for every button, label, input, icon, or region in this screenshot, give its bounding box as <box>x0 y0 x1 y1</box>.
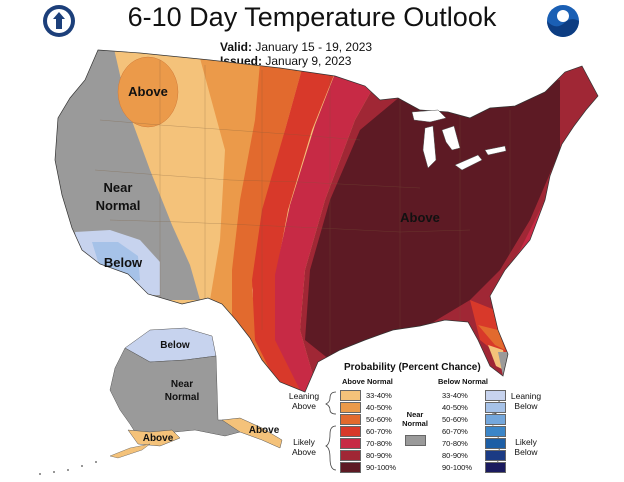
legend-below-swatch <box>485 390 506 401</box>
legend-above-row: 90-100% <box>340 462 404 473</box>
legend-above-swatch <box>340 402 361 413</box>
valid-dates: Valid: January 15 - 19, 2023 <box>220 40 372 54</box>
legend-above-row: 40-50% <box>340 402 404 413</box>
state-boundaries <box>94 60 511 360</box>
legend-near-line1: Near <box>406 410 424 419</box>
legend-above-label: 60-70% <box>366 427 392 436</box>
label-above-east: Above <box>400 210 440 225</box>
legend-title: Probability (Percent Chance) <box>344 362 481 373</box>
legend-above-header: Above Normal <box>342 377 393 386</box>
likely-above-2: Above <box>291 447 317 457</box>
legend-above-swatch <box>340 426 361 437</box>
legend-leaning-below: Leaning Below <box>504 391 548 411</box>
legend-above-row: 60-70% <box>340 426 404 437</box>
legend-below-swatch <box>485 462 506 473</box>
legend-above-swatch <box>340 438 361 449</box>
legend-below-row: 90-100% <box>442 462 506 473</box>
legend-above-label: 40-50% <box>366 403 392 412</box>
label-ak-near-1: Near <box>171 379 193 390</box>
likely-above-1: Likely <box>293 437 315 447</box>
legend-above-label: 90-100% <box>366 463 397 472</box>
legend-below-swatch <box>485 402 506 413</box>
map-title: 6-10 Day Temperature Outlook <box>127 2 497 32</box>
legend-below-label: 70-80% <box>442 439 468 448</box>
legend-above-label: 80-90% <box>366 451 392 460</box>
legend-below-row: 80-90% <box>442 450 506 461</box>
legend-below-label: 90-100% <box>442 463 473 472</box>
legend-below-swatch <box>485 438 506 449</box>
legend-above-swatch <box>340 414 361 425</box>
legend-below-label: 60-70% <box>442 427 468 436</box>
leaning-below-1: Leaning <box>510 391 542 401</box>
legend-below-label: 50-60% <box>442 415 468 424</box>
legend-below-label: 40-50% <box>442 403 468 412</box>
great-lakes <box>411 109 507 171</box>
legend-above-swatch <box>340 390 361 401</box>
label-near-normal-1: Near <box>104 180 133 195</box>
legend-above-row: 70-80% <box>340 438 404 449</box>
likely-below-1: Likely <box>515 437 537 447</box>
legend-leaning-above: Leaning Above <box>284 391 324 411</box>
label-above-nw: Above <box>128 84 168 99</box>
legend-above-swatch <box>340 462 361 473</box>
valid-label: Valid: <box>220 40 253 54</box>
legend-above-label: 70-80% <box>366 439 392 448</box>
legend-below-label: 80-90% <box>442 451 468 460</box>
noaa-logo-icon <box>547 5 579 37</box>
legend-below-row: 70-80% <box>442 438 506 449</box>
legend-below-header: Below Normal <box>438 377 489 386</box>
valid-value: January 15 - 19, 2023 <box>255 40 373 54</box>
conus-regions <box>55 50 598 392</box>
leaning-above-1: Leaning <box>288 391 320 401</box>
legend-above-row: 50-60% <box>340 414 404 425</box>
label-near-normal-2: Normal <box>96 198 141 213</box>
label-ak-near-2: Normal <box>165 392 200 403</box>
legend-above-label: 50-60% <box>366 415 392 424</box>
leaning-above-2: Above <box>291 401 317 411</box>
legend-below-swatch <box>485 450 506 461</box>
commerce-seal-icon <box>43 5 75 37</box>
leaning-below-2: Below <box>514 401 538 411</box>
legend-below-label: 33-40% <box>442 391 468 400</box>
conus-outline <box>54 49 599 393</box>
legend-likely-above: Likely Above <box>284 437 324 457</box>
legend-above-row: 80-90% <box>340 450 404 461</box>
label-below-sw: Below <box>104 255 143 270</box>
legend-likely-below: Likely Below <box>504 437 548 457</box>
legend-above-row: 33-40% <box>340 390 404 401</box>
legend-near-normal-swatch <box>405 435 426 446</box>
legend-below-swatch <box>485 426 506 437</box>
alaska-regions <box>39 327 283 475</box>
label-ak-below: Below <box>160 340 190 351</box>
legend-near-normal: Near Normal <box>400 410 430 428</box>
legend-below-row: 33-40% <box>442 390 506 401</box>
legend-below-row: 50-60% <box>442 414 506 425</box>
legend-above-label: 33-40% <box>366 391 392 400</box>
likely-below-2: Below <box>514 447 538 457</box>
label-ak-above-sw: Above <box>143 433 174 444</box>
legend-below-swatch <box>485 414 506 425</box>
legend-below-row: 60-70% <box>442 426 506 437</box>
legend-near-line2: Normal <box>402 419 428 428</box>
issued-value: January 9, 2023 <box>265 54 352 68</box>
legend-below-row: 40-50% <box>442 402 506 413</box>
label-ak-above-se: Above <box>249 425 280 436</box>
legend-above-swatch <box>340 450 361 461</box>
